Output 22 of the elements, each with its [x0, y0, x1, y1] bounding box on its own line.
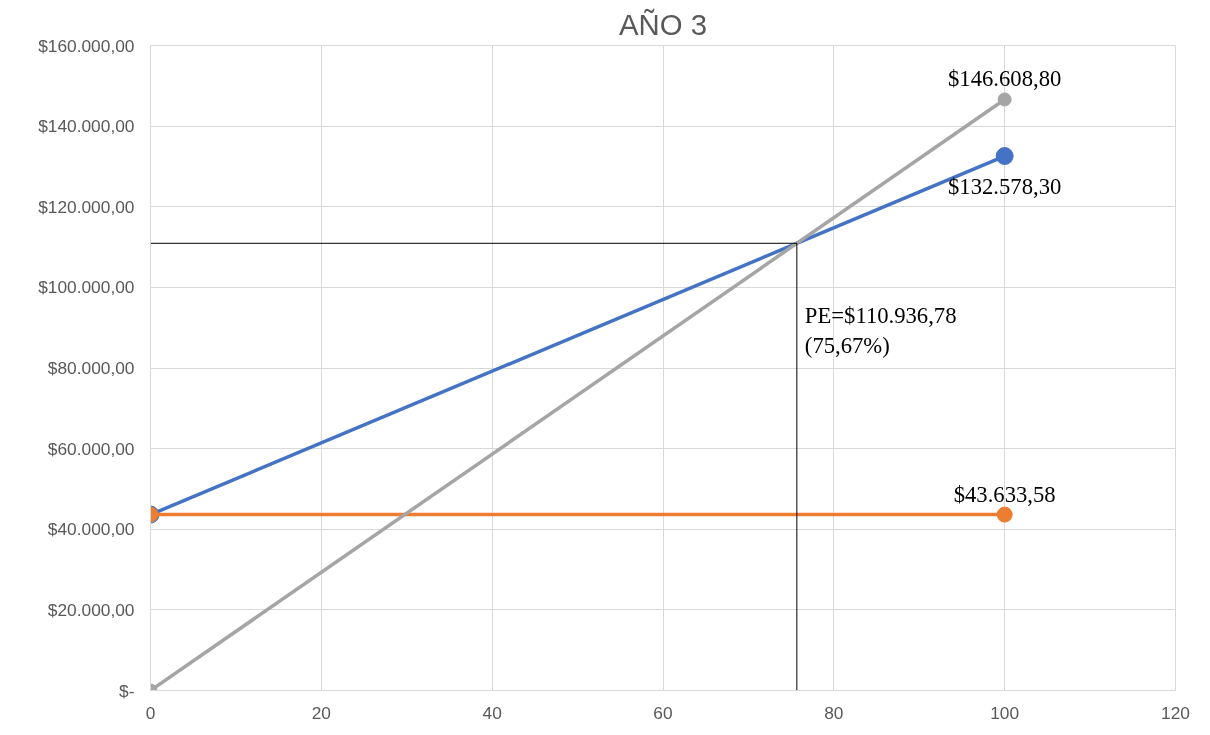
- x-tick-label: 100: [990, 702, 1020, 723]
- y-tick-label: $140.000,00: [38, 116, 135, 137]
- x-tick-label: 80: [824, 702, 844, 723]
- y-tick-label: $60.000,00: [47, 438, 135, 459]
- data-label: $43.633,58: [953, 481, 1056, 507]
- x-tick-label: 20: [311, 702, 331, 723]
- y-tick-label: $80.000,00: [47, 358, 135, 378]
- y-tick-label: $-: [119, 680, 135, 701]
- x-tick-label: 40: [482, 702, 502, 723]
- chart-title: AÑO 3: [618, 7, 708, 41]
- y-tick-label: $20.000,00: [47, 599, 135, 620]
- annotation: PE=$110.936,78 (75,67%): [804, 303, 957, 359]
- y-tick-label: $160.000,00: [38, 35, 135, 56]
- data-label: $146.608,80: [948, 66, 1062, 92]
- x-tick-label: 120: [1161, 702, 1190, 723]
- y-tick-label: $100.000,00: [38, 277, 135, 298]
- y-tick-label: $120.000,00: [38, 196, 135, 217]
- data-label: $132.578,30: [948, 174, 1062, 200]
- point: [997, 92, 1012, 107]
- x-tick-label: 0: [145, 702, 156, 723]
- y-tick-label: $40.000,00: [47, 519, 135, 540]
- x-tick-label: 60: [653, 702, 673, 723]
